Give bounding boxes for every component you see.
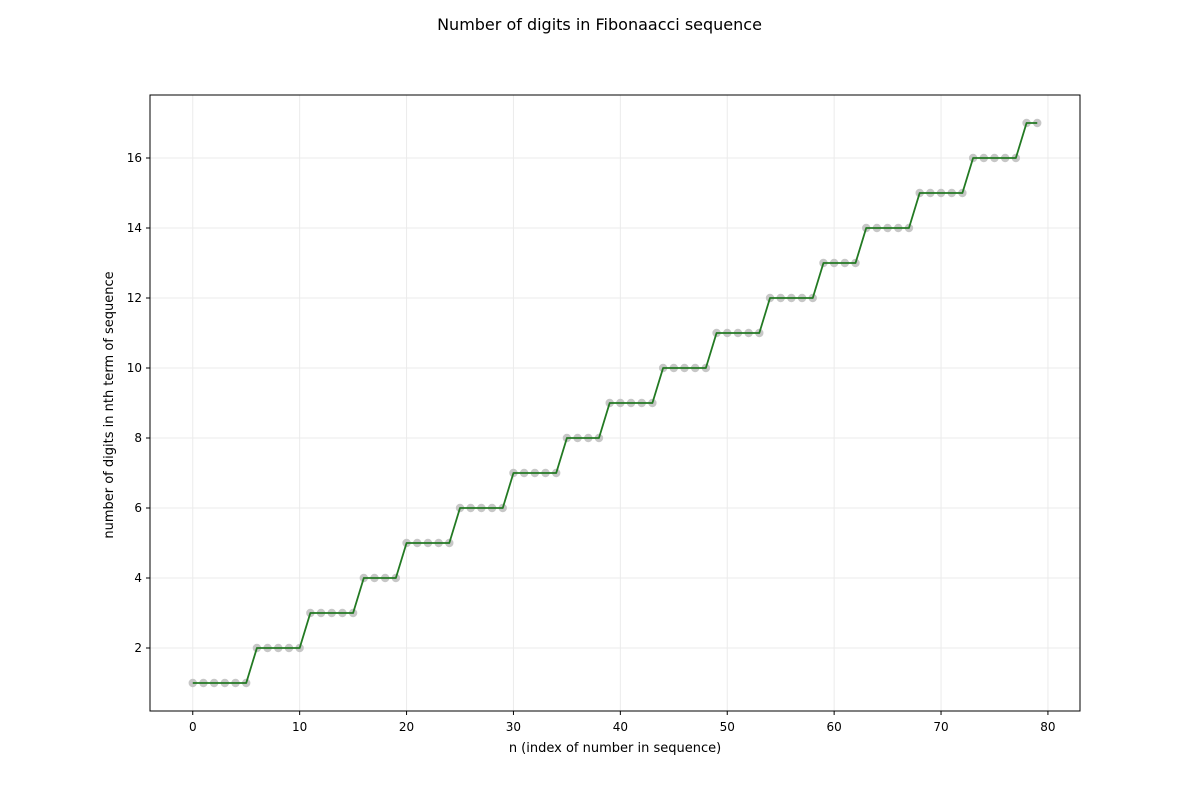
x-axis-label: n (index of number in sequence) (509, 741, 721, 756)
x-tick-label: 0 (189, 720, 197, 734)
x-tick-label: 60 (826, 720, 841, 734)
x-tick-label: 40 (613, 720, 628, 734)
x-tick-label: 80 (1040, 720, 1055, 734)
x-tick-label: 30 (506, 720, 521, 734)
axes-frame (149, 94, 1081, 712)
x-tick-label: 50 (720, 720, 735, 734)
y-tick-label: 6 (134, 501, 142, 515)
y-tick-label: 8 (134, 431, 142, 445)
y-axis: 2 4 6 8 10 12 14 16 (127, 151, 150, 655)
y-tick-label: 10 (127, 361, 142, 375)
series-group (188, 118, 1042, 688)
x-tick-label: 10 (292, 720, 307, 734)
x-tick-label: 70 (933, 720, 948, 734)
y-tick-label: 14 (127, 221, 142, 235)
grid (150, 95, 1080, 711)
x-tick-label: 20 (399, 720, 414, 734)
plot-area: 0 10 20 30 40 50 60 70 80 2 4 6 8 10 12 14 16 (127, 94, 1081, 734)
x-axis: 0 10 20 30 40 50 60 70 80 (189, 711, 1056, 734)
y-tick-label: 16 (127, 151, 142, 165)
data-point (1033, 118, 1042, 128)
y-axis-label: number of digits in nth term of sequence (102, 271, 117, 538)
y-tick-label: 4 (134, 571, 142, 585)
y-tick-label: 12 (127, 291, 142, 305)
series-line (192, 122, 1038, 684)
data-point (188, 678, 197, 688)
chart-title: Number of digits in Fibonaacci sequence (437, 15, 762, 34)
y-tick-label: 2 (134, 641, 142, 655)
